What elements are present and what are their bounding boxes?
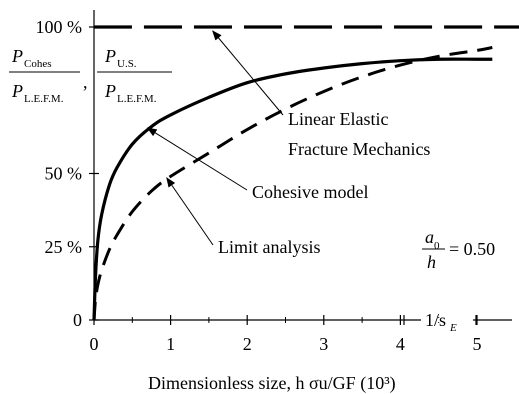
ratio-annotation: a 0 h = 0.50 — [422, 227, 495, 272]
arrow-limit — [166, 177, 214, 246]
arrow-cohesive — [146, 127, 248, 191]
x-tick-label: 3 — [319, 334, 328, 354]
x-tick-label: 2 — [243, 334, 252, 354]
ylabel-den2: P — [104, 81, 116, 101]
x-tick-label: 4 — [396, 334, 405, 354]
ratio-numerator: a — [425, 227, 434, 247]
y-tick-label: 25 % — [45, 237, 83, 257]
ylabel-num1: P — [11, 46, 23, 66]
y-tick-label: 50 % — [45, 164, 83, 184]
series-line-limit-analysis — [92, 46, 493, 321]
annotation-lefm-line2: Fracture Mechanics — [288, 139, 430, 159]
inverse-se-sub: E — [449, 322, 457, 334]
inverse-se-label: 1/s E — [425, 310, 457, 334]
axes — [93, 10, 512, 321]
y-tick-label: 0 — [73, 310, 82, 330]
ylabel-den2-sub: L.E.F.M. — [117, 93, 157, 105]
y-tick-label: 100 % — [36, 17, 83, 37]
series-line-cohesive-model — [92, 57, 493, 321]
annotation-lefm-line1: Linear Elastic — [288, 109, 388, 129]
ratio-denominator: h — [427, 252, 436, 272]
inverse-se-text: 1/s — [425, 310, 446, 330]
ylabel-num1-sub: Cohes — [24, 58, 52, 70]
ylabel-separator: , — [83, 72, 88, 92]
ylabel-num2: P — [104, 46, 116, 66]
x-tick-label: 5 — [473, 334, 482, 354]
x-tick-label: 0 — [90, 334, 99, 354]
annotation-cohesive: Cohesive model — [252, 182, 368, 202]
x-tick-label: 1 — [166, 334, 175, 354]
arrow-lefm — [212, 30, 284, 116]
series — [92, 25, 519, 321]
ylabel-den1: P — [11, 81, 23, 101]
annotation-limit: Limit analysis — [218, 237, 321, 257]
x-axis-label: Dimensionless size, h σu/GF (10³) — [148, 373, 396, 394]
ylabel-den1-sub: L.E.F.M. — [24, 93, 64, 105]
ylabel-num2-sub: U.S. — [117, 58, 137, 70]
y-axis-label: P Cohes P L.E.F.M. , P U.S. P L.E.F.M. — [9, 46, 172, 105]
ratio-value: = 0.50 — [449, 239, 495, 259]
inverse-se-label-gap — [421, 318, 473, 322]
annotations — [146, 30, 477, 325]
ticks: 0 1 2 3 4 5 0 25 % 50 % 100 % — [36, 17, 482, 354]
ratio-numerator-sub: 0 — [434, 240, 440, 252]
